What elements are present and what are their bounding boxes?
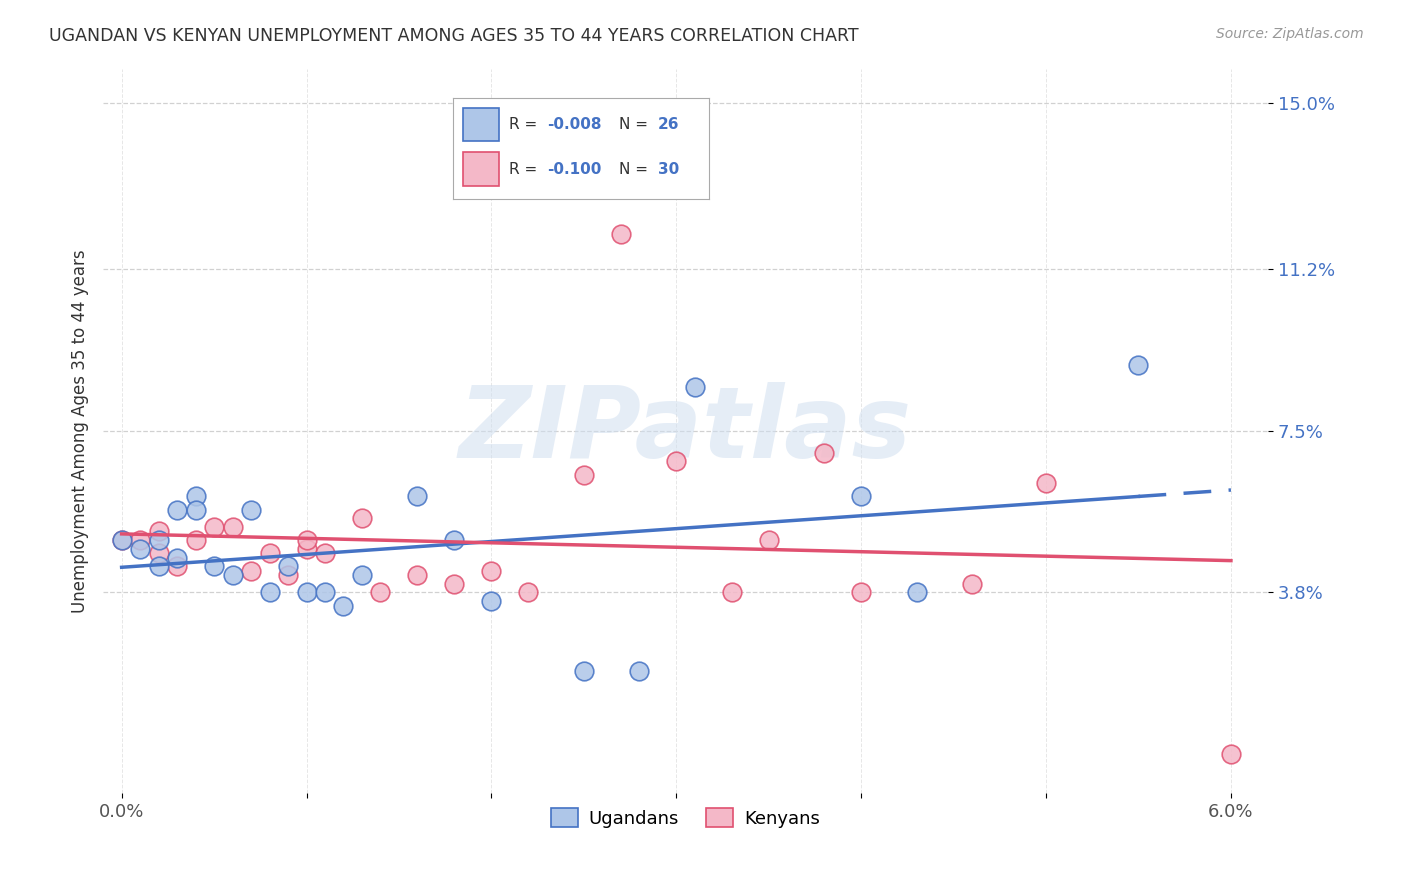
Point (610, 227, 633, 242)
Point (277, 559, 299, 574)
Point (1219, 747, 1241, 761)
Point (221, 520, 243, 534)
Point (443, 576, 465, 591)
Point (202, 559, 225, 574)
Point (517, 585, 540, 599)
Text: ZIPatlas: ZIPatlas (458, 383, 912, 479)
Point (572, 467, 595, 482)
Point (110, 533, 132, 547)
Point (628, 664, 651, 678)
Point (295, 585, 318, 599)
Point (277, 568, 299, 582)
Point (350, 511, 373, 525)
Point (129, 541, 152, 556)
Point (148, 546, 170, 560)
Point (184, 502, 207, 516)
Point (332, 599, 354, 613)
Point (370, 585, 392, 599)
Point (202, 520, 225, 534)
Point (1035, 476, 1057, 491)
Point (960, 576, 983, 591)
Point (259, 585, 281, 599)
Point (406, 490, 429, 504)
Text: Source: ZipAtlas.com: Source: ZipAtlas.com (1216, 27, 1364, 41)
Point (148, 533, 170, 547)
Point (683, 380, 706, 394)
Point (184, 533, 207, 547)
Point (905, 585, 928, 599)
Point (314, 546, 336, 560)
Legend: Ugandans, Kenyans: Ugandans, Kenyans (544, 801, 827, 835)
Point (166, 502, 188, 516)
Point (849, 585, 872, 599)
Point (240, 564, 263, 578)
Point (148, 559, 170, 574)
Text: UGANDAN VS KENYAN UNEMPLOYMENT AMONG AGES 35 TO 44 YEARS CORRELATION CHART: UGANDAN VS KENYAN UNEMPLOYMENT AMONG AGE… (49, 27, 859, 45)
Point (479, 594, 502, 608)
Point (813, 446, 835, 460)
Point (758, 533, 780, 547)
Point (148, 524, 170, 539)
Point (221, 568, 243, 582)
Point (110, 533, 132, 547)
Point (443, 533, 465, 547)
Y-axis label: Unemployment Among Ages 35 to 44 years: Unemployment Among Ages 35 to 44 years (72, 249, 89, 613)
Point (665, 454, 688, 468)
Point (479, 564, 502, 578)
Point (129, 533, 152, 547)
Point (1128, 359, 1150, 373)
Point (166, 559, 188, 574)
Point (166, 550, 188, 565)
Point (295, 533, 318, 547)
Point (350, 568, 373, 582)
Point (720, 585, 742, 599)
Point (295, 541, 318, 556)
Point (406, 568, 429, 582)
Point (240, 502, 263, 516)
Point (849, 490, 872, 504)
Point (259, 546, 281, 560)
Point (314, 585, 336, 599)
Point (572, 664, 595, 678)
Point (184, 490, 207, 504)
